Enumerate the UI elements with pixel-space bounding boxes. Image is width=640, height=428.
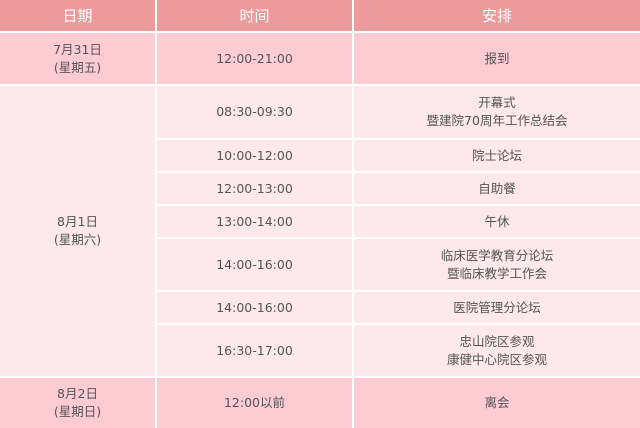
event-line: 临床医学教育分论坛 <box>440 247 554 263</box>
date: 7月31日 <box>53 41 102 57</box>
time-cell: 16:30-17:00 <box>157 325 352 376</box>
time-cell: 14:00-16:00 <box>157 292 352 323</box>
date-cell: 7月31日 (星期五) <box>0 33 155 84</box>
event-line: 午休 <box>484 213 510 229</box>
weekday: (星期五) <box>53 59 102 75</box>
event-line: 院士论坛 <box>471 147 522 163</box>
date-cell: 8月2日 (星期日) <box>0 378 155 428</box>
time-cell: 12:00以前 <box>157 378 352 428</box>
event-cell: 院士论坛 <box>354 140 640 171</box>
event-cell: 开幕式暨建院70周年工作总结会 <box>354 86 640 138</box>
event-cell: 离会 <box>354 378 640 428</box>
time-cell: 08:30-09:30 <box>157 86 352 138</box>
time-cell: 14:00-16:00 <box>157 239 352 290</box>
event-line: 离会 <box>484 395 510 410</box>
event-line: 暨建院70周年工作总结会 <box>426 113 568 128</box>
event-line: 康健中心院区参观 <box>446 351 547 367</box>
event-line: 开幕式 <box>478 95 516 110</box>
time-cell: 12:00-13:00 <box>157 173 352 204</box>
event-line: 自助餐 <box>478 180 516 196</box>
weekday: (星期六) <box>53 232 102 247</box>
time-cell: 10:00-12:00 <box>157 140 352 171</box>
event-cell: 临床医学教育分论坛 暨临床教学工作会 <box>354 239 640 290</box>
date: 8月1日 <box>57 214 98 229</box>
time-cell: 13:00-14:00 <box>157 206 352 237</box>
header-date: 日期 <box>0 0 155 31</box>
event-cell: 报到 <box>354 33 640 84</box>
event-line: 医院管理分论坛 <box>453 299 541 315</box>
header-time: 时间 <box>157 0 352 31</box>
event-line: 暨临床教学工作会 <box>446 265 547 281</box>
weekday: (星期日) <box>53 404 102 419</box>
event-cell: 医院管理分论坛 <box>354 292 640 323</box>
event-line: 忠山院区参观 <box>459 333 535 349</box>
header-schedule: 安排 <box>354 0 640 31</box>
event-cell: 忠山院区参观 康健中心院区参观 <box>354 325 640 376</box>
event-cell: 自助餐 <box>354 173 640 204</box>
date-cell: 8月1日 (星期六) <box>0 86 155 376</box>
event-line: 报到 <box>484 50 510 66</box>
event-cell: 午休 <box>354 206 640 237</box>
time-cell: 12:00-21:00 <box>157 33 352 84</box>
date: 8月2日 <box>57 386 98 401</box>
